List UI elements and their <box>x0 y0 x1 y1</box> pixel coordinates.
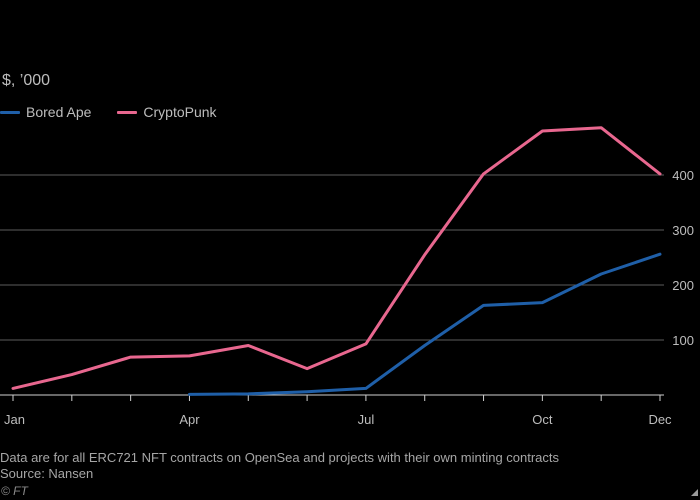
legend-swatch-cryptopunk <box>117 110 138 114</box>
y-tick-label-200: 200 <box>672 278 694 293</box>
copyright: © FT <box>1 484 28 498</box>
footnote: Data are for all ERC721 NFT contracts on… <box>0 450 560 465</box>
series-line-bored-ape <box>188 252 662 396</box>
legend-swatch-bored-ape <box>0 110 20 114</box>
legend-item-bored-ape: Bored Ape <box>0 104 91 120</box>
x-tick-label-jul: Jul <box>358 412 375 427</box>
y-tick-label-400: 400 <box>672 168 694 183</box>
corner-mark-icon <box>691 489 698 496</box>
x-tick-label-jan: Jan <box>4 412 25 427</box>
y-tick-label-100: 100 <box>672 333 694 348</box>
x-tick-label-dec: Dec <box>648 412 672 427</box>
series-line-cryptopunk <box>11 126 662 390</box>
legend-label-bored-ape: Bored Ape <box>26 104 92 120</box>
line-chart: 100 200 300 400 Jan Apr Jul Oct Dec <box>0 126 694 427</box>
x-tick-label-apr: Apr <box>179 412 200 427</box>
legend-label-cryptopunk: CryptoPunk <box>143 104 217 120</box>
legend: Bored Ape CryptoPunk <box>0 104 217 120</box>
source-note: Source: Nansen <box>0 466 94 481</box>
x-tick-label-oct: Oct <box>532 412 553 427</box>
legend-item-cryptopunk: CryptoPunk <box>117 104 217 120</box>
y-unit-label: $, ’000 <box>2 72 51 89</box>
y-tick-label-300: 300 <box>672 223 694 238</box>
